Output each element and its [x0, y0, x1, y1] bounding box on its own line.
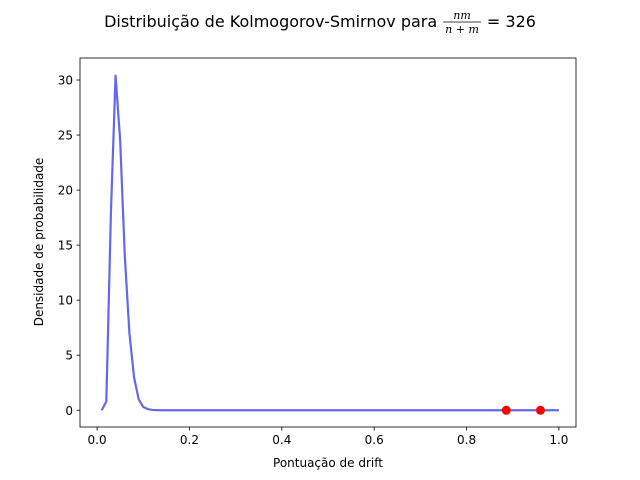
x-tick-label: 0.0	[88, 433, 107, 447]
y-tick-label: 30	[58, 74, 73, 88]
chart-title-fraction-numerator: nm	[453, 9, 471, 22]
chart-title-fraction-denominator: n + m	[445, 23, 479, 36]
plot-area	[100, 74, 559, 415]
chart-title: Distribuição de Kolmogorov-Smirnov para …	[104, 9, 536, 36]
y-tick-label: 15	[58, 239, 73, 253]
y-tick-label: 5	[65, 349, 73, 363]
chart-title-text: Distribuição de Kolmogorov-Smirnov para	[104, 12, 437, 31]
data-point	[501, 405, 511, 415]
x-tick-label: 0.8	[457, 433, 476, 447]
x-tick-label: 0.2	[180, 433, 199, 447]
y-tick-label: 0	[65, 404, 73, 418]
y-axis-label: Densidade de probabilidade	[32, 158, 46, 327]
y-tick-label: 25	[58, 129, 73, 143]
plot-frame	[79, 57, 577, 428]
data-point	[535, 405, 545, 415]
x-tick-label: 0.6	[365, 433, 384, 447]
x-tick-label: 0.4	[272, 433, 291, 447]
y-tick-label: 20	[58, 184, 73, 198]
x-axis-label: Pontuação de drift	[273, 456, 383, 470]
series-line	[100, 74, 559, 412]
x-tick-label: 1.0	[549, 433, 568, 447]
chart-title-suffix: = 326	[487, 12, 536, 31]
y-tick-label: 10	[58, 294, 73, 308]
